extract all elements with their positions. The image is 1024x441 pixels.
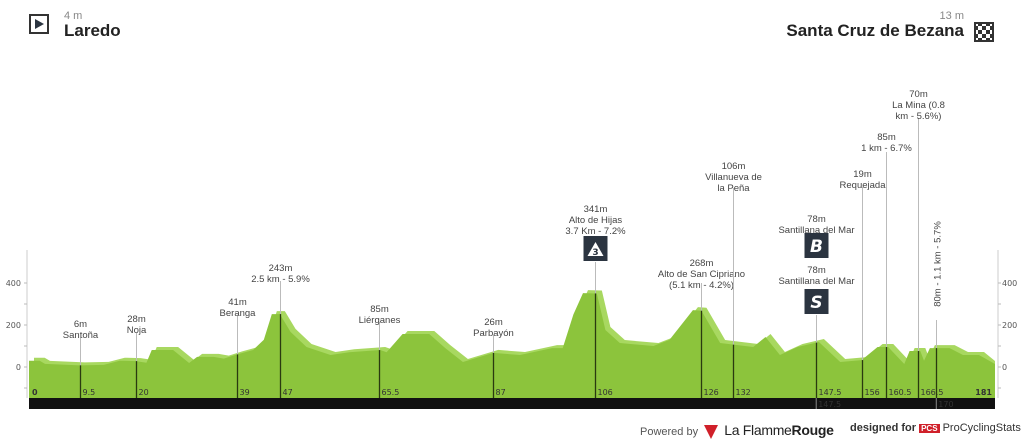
marker-label: 70m xyxy=(909,89,928,100)
marker-label: 243m xyxy=(269,263,293,274)
checkered-flag-icon xyxy=(974,22,994,42)
marker-label-2: Santillana del Mar xyxy=(778,276,854,287)
y-tick-label: 200 xyxy=(1002,321,1017,330)
marker-label: Villanueva de xyxy=(705,172,762,183)
bar-km-label: 170 xyxy=(938,400,953,409)
y-tick-label: 200 xyxy=(6,321,21,330)
bonus-sprint-icon-bg xyxy=(804,233,829,258)
powered-by-label: Powered by xyxy=(640,426,699,438)
marker-label: Parbayón xyxy=(473,328,514,339)
start-flag-icon xyxy=(29,14,49,34)
designed-for-label: designed for xyxy=(850,422,917,434)
km-label: 166.5 xyxy=(921,388,944,397)
km-label: 156 xyxy=(865,388,880,397)
intermediate-sprint-icon: S xyxy=(804,289,829,314)
km-label: 65.5 xyxy=(382,388,400,397)
km-label: 132 xyxy=(736,388,751,397)
marker-label: 341m xyxy=(584,204,608,215)
marker-label: Santillana del Mar xyxy=(778,225,854,236)
x-end-label: 181 xyxy=(975,388,992,397)
km-label: 160.5 xyxy=(889,388,912,397)
km-label: 39 xyxy=(240,388,250,397)
km-label: 20 xyxy=(139,388,149,397)
intermediate-sprint-icon-text: S xyxy=(810,293,822,313)
marker-label: 78m xyxy=(807,214,826,225)
x-start-label: 0 xyxy=(32,388,38,397)
marker-label: 6m xyxy=(74,319,87,330)
bonus-sprint-icon-text: B xyxy=(810,237,823,257)
designed-for: designed for PCS ProCyclingStats xyxy=(850,422,1021,434)
marker-label: 80m - 1.1 km - 5.7% xyxy=(933,221,944,307)
elevation-profile-area xyxy=(29,293,995,398)
marker-label: 19m xyxy=(853,169,872,180)
mountain-shape xyxy=(587,242,604,256)
start-info: 4 m Laredo xyxy=(64,10,121,40)
procyclingstats-link[interactable]: ProCyclingStats xyxy=(942,422,1021,434)
y-tick-label: 400 xyxy=(1002,279,1017,288)
marker-label: (5.1 km - 4.2%) xyxy=(669,280,734,291)
start-city: Laredo xyxy=(64,21,121,40)
cat-3-climb-icon-text: 3 xyxy=(592,248,598,258)
y-tick-label: 0 xyxy=(1002,363,1007,372)
cat-3-climb-icon: 3 xyxy=(583,236,608,261)
marker-label: Liérganes xyxy=(359,315,401,326)
marker-label: Alto de Hijas xyxy=(569,215,623,226)
start-altitude: 4 m xyxy=(64,10,83,22)
bonus-sprint-icon: B xyxy=(804,233,829,258)
finish-info: 13 m Santa Cruz de Bezana xyxy=(786,10,964,40)
marker-label: Santoña xyxy=(63,330,99,341)
finish-city: Santa Cruz de Bezana xyxy=(786,21,964,40)
finish-altitude: 13 m xyxy=(939,10,964,22)
marker-label: 28m xyxy=(127,314,146,325)
marker-label: 85m xyxy=(370,304,389,315)
marker-label: Noja xyxy=(127,325,147,336)
powered-by: Powered by La FlammeRouge xyxy=(640,422,834,440)
y-tick-label: 0 xyxy=(16,363,21,372)
y-tick-label: 400 xyxy=(6,279,21,288)
bar-km-label: 147.5 xyxy=(818,400,841,409)
marker-label: 85m xyxy=(877,132,896,143)
marker-label: Beranga xyxy=(220,308,257,319)
la-flamme-rouge-logo[interactable]: La FlammeRouge xyxy=(724,422,834,438)
marker-label: 106m xyxy=(722,161,746,172)
km-label: 9.5 xyxy=(83,388,96,397)
marker-label: la Peña xyxy=(717,183,750,194)
pcs-logo: PCS xyxy=(919,424,940,433)
km-label: 126 xyxy=(704,388,719,397)
marker-label: 3.7 Km - 7.2% xyxy=(565,226,626,237)
km-label: 47 xyxy=(283,388,293,397)
marker-label: 26m xyxy=(484,317,503,328)
marker-label: La Mina (0.8 xyxy=(892,100,945,111)
marker-label: 41m xyxy=(228,297,247,308)
marker-label: 1 km - 6.7% xyxy=(861,143,912,154)
km-label: 147.5 xyxy=(819,388,842,397)
distance-bar xyxy=(29,398,995,409)
marker-label: Requejada xyxy=(840,180,887,191)
marker-label: 268m xyxy=(690,258,714,269)
km-label: 106 xyxy=(598,388,613,397)
marker-label: Alto de San Cipriano xyxy=(658,269,745,280)
la-flamme-rouge-logo-icon xyxy=(704,425,719,440)
marker-label-2: 78m xyxy=(807,265,826,276)
intermediate-sprint-icon-bg xyxy=(804,289,829,314)
marker-label: 2.5 km - 5.9% xyxy=(251,274,310,285)
marker-label: km - 5.6%) xyxy=(896,111,942,122)
km-label: 87 xyxy=(496,388,506,397)
